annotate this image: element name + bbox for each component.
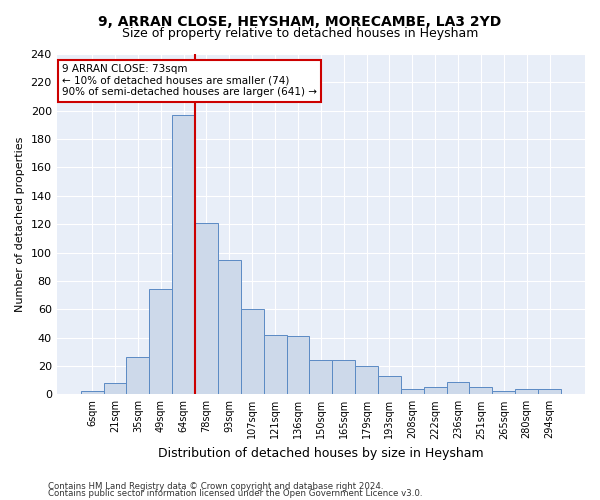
Text: Contains public sector information licensed under the Open Government Licence v3: Contains public sector information licen… — [48, 489, 422, 498]
Bar — [195, 222, 218, 394]
Bar — [378, 376, 401, 394]
Text: Size of property relative to detached houses in Heysham: Size of property relative to detached ho… — [122, 28, 478, 40]
X-axis label: Distribution of detached houses by size in Heysham: Distribution of detached houses by size … — [158, 447, 484, 460]
Text: 9, ARRAN CLOSE, HEYSHAM, MORECAMBE, LA3 2YD: 9, ARRAN CLOSE, HEYSHAM, MORECAMBE, LA3 … — [98, 15, 502, 29]
Bar — [493, 392, 515, 394]
Bar — [287, 336, 310, 394]
Bar — [218, 260, 241, 394]
Bar — [446, 382, 469, 394]
Bar — [149, 290, 172, 395]
Bar — [263, 335, 287, 394]
Bar — [401, 388, 424, 394]
Bar — [310, 360, 332, 394]
Bar — [332, 360, 355, 394]
Bar — [241, 309, 263, 394]
Bar — [80, 392, 104, 394]
Y-axis label: Number of detached properties: Number of detached properties — [15, 136, 25, 312]
Bar — [355, 366, 378, 394]
Bar — [104, 383, 127, 394]
Bar — [515, 388, 538, 394]
Bar — [127, 358, 149, 395]
Bar — [469, 387, 493, 394]
Bar — [538, 388, 561, 394]
Text: Contains HM Land Registry data © Crown copyright and database right 2024.: Contains HM Land Registry data © Crown c… — [48, 482, 383, 491]
Bar — [172, 115, 195, 394]
Text: 9 ARRAN CLOSE: 73sqm
← 10% of detached houses are smaller (74)
90% of semi-detac: 9 ARRAN CLOSE: 73sqm ← 10% of detached h… — [62, 64, 317, 98]
Bar — [424, 387, 446, 394]
